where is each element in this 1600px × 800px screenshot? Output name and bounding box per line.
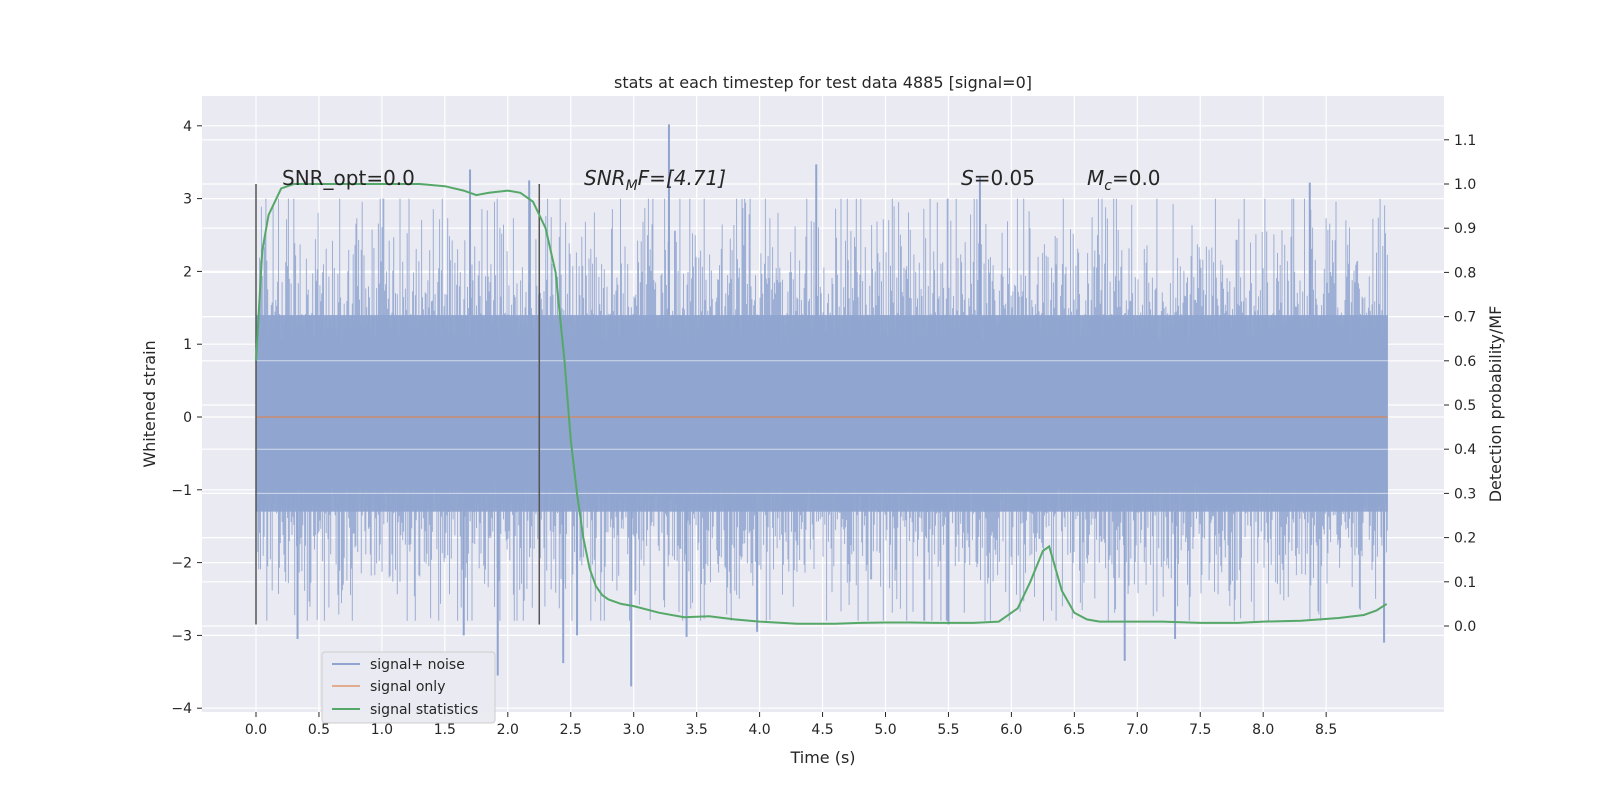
mc-val: =0.0 (1112, 166, 1161, 190)
y2-tick-label: 0.4 (1454, 442, 1476, 458)
y2-tick-label: 0.3 (1454, 486, 1476, 502)
x-tick-label: 5.0 (874, 722, 896, 738)
x-tick-label: 1.5 (434, 722, 456, 738)
mc-annotation: Mc=0.0 (1087, 166, 1161, 194)
mc-sub: c (1104, 178, 1112, 194)
x-tick-label: 0.5 (308, 722, 330, 738)
x-tick-label: 3.0 (623, 722, 645, 738)
x-tick-label: 6.5 (1063, 722, 1085, 738)
x-tick-label: 0.0 (245, 722, 267, 738)
y2-tick-label: 0.2 (1454, 531, 1476, 547)
y-tick-label: 4 (183, 119, 192, 135)
signal-statistics-series (255, 183, 1388, 625)
y2-tick-label: 1.1 (1454, 133, 1476, 149)
x-tick-label: 4.0 (748, 722, 770, 738)
x-tick-label: 7.5 (1189, 722, 1211, 738)
y-tick-label: 2 (183, 264, 192, 280)
x-axis-label: Time (s) (789, 748, 855, 767)
y-tick-label: −4 (171, 701, 192, 717)
y2-tick-label: 0.9 (1454, 221, 1476, 237)
signal-plus-noise-series (255, 124, 1388, 687)
x-tick-label: 5.5 (937, 722, 959, 738)
legend: signal+ noise signal only signal statist… (321, 651, 496, 724)
y2-tick-label: 0.5 (1454, 398, 1476, 414)
snr-opt-annotation: SNR_opt=0.0 (282, 166, 415, 190)
s-val: =0.05 (974, 166, 1035, 190)
snr-mf-rest: F=[4.71] (638, 166, 726, 190)
legend-label-stats: signal statistics (370, 702, 478, 718)
x-tick-label: 8.0 (1252, 722, 1274, 738)
y-tick-label: 3 (183, 192, 192, 208)
x-tick-label: 3.5 (686, 722, 708, 738)
x-axis-ticks: 0.0 0.5 1.0 1.5 2.0 2.5 3.0 3.5 4.0 4.5 5.0 5.5 6.0 6… (245, 712, 1337, 738)
signal-statistics-line (255, 183, 1388, 625)
y2-tick-label: 1.0 (1454, 177, 1476, 193)
x-tick-label: 4.5 (811, 722, 833, 738)
y-axis-label: Whitened strain (140, 340, 159, 467)
snr-mf-main: SNR (584, 166, 626, 190)
y-tick-label: 0 (183, 410, 192, 426)
legend-box (321, 651, 496, 724)
s-var: S (961, 166, 974, 190)
y2-tick-label: 0.6 (1454, 354, 1476, 370)
y2-axis-ticks: 1.1 1.0 0.9 0.8 0.7 0.6 0.5 0.4 0.3 0.2 0.1 0.0 (1444, 133, 1476, 635)
mc-var: M (1087, 166, 1104, 190)
x-tick-label: 1.0 (371, 722, 393, 738)
x-tick-label: 8.5 (1315, 722, 1337, 738)
y2-tick-label: 0.0 (1454, 619, 1476, 635)
s-annotation: S=0.05 (961, 166, 1035, 190)
legend-label-signal: signal only (370, 679, 445, 695)
x-tick-label: 2.5 (560, 722, 582, 738)
legend-label-noise: signal+ noise (370, 657, 465, 673)
y-tick-label: −1 (171, 483, 192, 499)
x-tick-label: 2.0 (497, 722, 519, 738)
x-tick-label: 7.0 (1126, 722, 1148, 738)
snr-mf-annotation: SNRMF=[4.71] (584, 166, 726, 194)
y2-axis-label: Detection probability/MF (1486, 306, 1505, 503)
y-axis-ticks: 4 3 2 1 0 −1 −2 −3 −4 (171, 119, 202, 717)
y-tick-label: −2 (171, 556, 192, 572)
y-tick-label: −3 (171, 628, 192, 644)
vertical-markers (255, 184, 541, 625)
y-tick-label: 1 (183, 337, 192, 353)
chart-title: stats at each timestep for test data 488… (614, 73, 1032, 92)
snr-mf-sub: M (626, 178, 638, 194)
y2-tick-label: 0.1 (1454, 575, 1476, 591)
y2-tick-label: 0.7 (1454, 310, 1476, 326)
y2-tick-label: 0.8 (1454, 265, 1476, 281)
x-tick-label: 6.0 (1000, 722, 1022, 738)
